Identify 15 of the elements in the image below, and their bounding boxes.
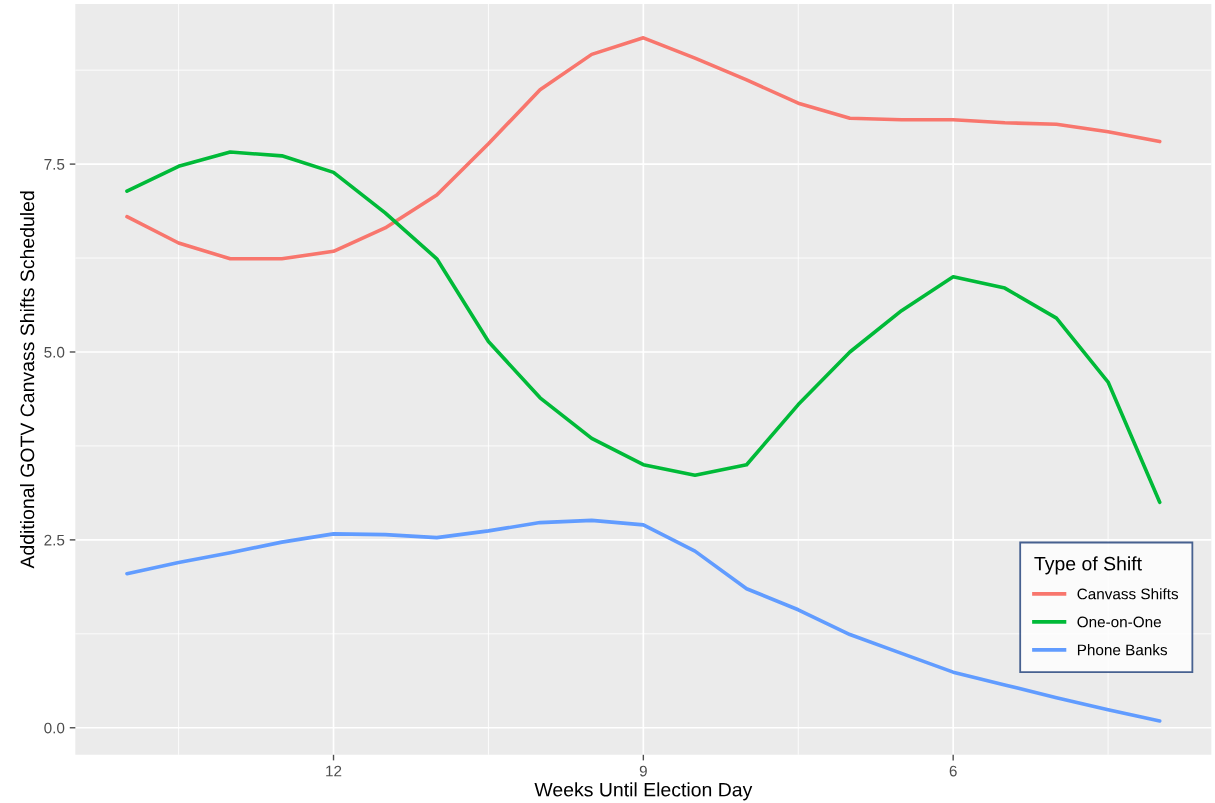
x-tick-label: 12 <box>326 765 342 777</box>
x-tick-label: 9 <box>639 765 647 777</box>
y-tick-label: 5.0 <box>44 346 65 358</box>
y-axis-title: Additional GOTV Canvass Shifts Scheduled <box>20 191 35 569</box>
line-series <box>125 36 1162 261</box>
x-axis-title: Weeks Until Election Day <box>534 782 753 801</box>
y-tick-label: 7.5 <box>44 159 65 170</box>
line-series <box>125 150 1162 505</box>
y-tick-label: 2.5 <box>44 534 65 546</box>
legend-label: Phone Banks <box>1077 644 1168 656</box>
legend-label: One-on-One <box>1077 616 1161 628</box>
y-tick-label: 0.0 <box>44 722 65 734</box>
x-tick-label: 6 <box>949 765 957 777</box>
legend-label: Canvass Shifts <box>1077 588 1179 600</box>
legend-title: Type of Shift <box>1034 556 1142 575</box>
